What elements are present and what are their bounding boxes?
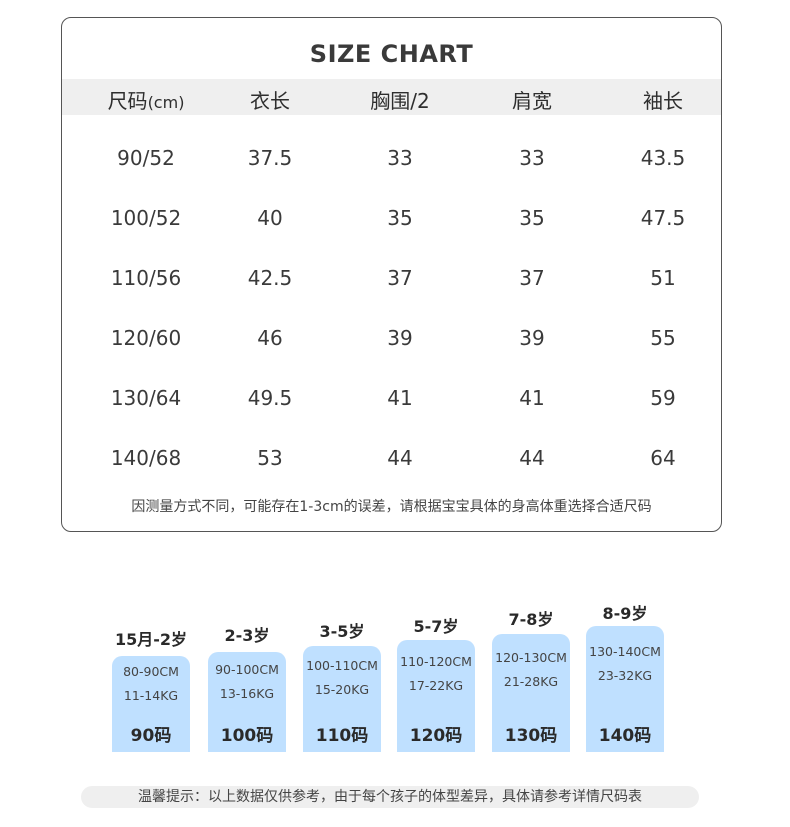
chest-cell: 35 <box>387 206 413 230</box>
table-row: 120/60 46 39 39 55 <box>62 318 721 358</box>
table-row: 130/64 49.5 41 41 59 <box>62 378 721 418</box>
height-range: 100-110CM <box>306 658 378 673</box>
chest-cell: 33 <box>387 146 413 170</box>
length-cell: 53 <box>257 446 283 470</box>
size-cell: 120/60 <box>110 326 182 350</box>
sleeve-cell: 55 <box>650 326 676 350</box>
header-chest: 胸围/2 <box>370 89 430 113</box>
size-code: 110码 <box>315 726 369 746</box>
height-range: 120-130CM <box>495 650 567 665</box>
weight-range: 11-14KG <box>123 688 179 703</box>
table-row: 140/68 53 44 44 64 <box>62 438 721 478</box>
size-chart-card: SIZE CHART 尺码(cm) 衣长 胸围/2 肩宽 袖长 90/52 37… <box>61 17 722 532</box>
weight-range: 17-22KG <box>408 678 464 693</box>
header-sleeve: 袖长 <box>643 89 683 113</box>
size-box: 130-140CM 23-32KG 140码 <box>586 626 664 752</box>
age-label: 3-5岁 <box>319 622 365 641</box>
weight-range: 23-32KG <box>597 668 653 683</box>
shoulder-cell: 39 <box>519 326 545 350</box>
length-cell: 37.5 <box>247 146 293 170</box>
length-cell: 46 <box>257 326 283 350</box>
table-row: 110/56 42.5 37 37 51 <box>62 258 721 298</box>
sleeve-cell: 47.5 <box>640 206 686 230</box>
measurement-note: 因测量方式不同，可能存在1-3cm的误差，请根据宝宝具体的身高体重选择合适尺码 <box>131 499 652 515</box>
length-cell: 40 <box>257 206 283 230</box>
shoulder-cell: 41 <box>519 386 545 410</box>
height-range: 90-100CM <box>215 662 279 677</box>
chest-cell: 39 <box>387 326 413 350</box>
size-box: 90-100CM 13-16KG 100码 <box>208 652 286 752</box>
size-box: 120-130CM 21-28KG 130码 <box>492 634 570 752</box>
warm-tip: 温馨提示：以上数据仅供参考，由于每个孩子的体型差异，具体请参考详情尺码表 <box>81 786 699 808</box>
shoulder-cell: 44 <box>519 446 545 470</box>
header-shoulder: 肩宽 <box>512 89 552 113</box>
size-code: 130码 <box>504 726 558 746</box>
size-cell: 140/68 <box>110 446 182 470</box>
table-row: 90/52 37.5 33 33 43.5 <box>62 138 721 178</box>
size-code: 100码 <box>220 726 274 746</box>
weight-range: 13-16KG <box>219 686 275 701</box>
size-cell: 100/52 <box>110 206 182 230</box>
sleeve-cell: 64 <box>650 446 676 470</box>
size-cell: 110/56 <box>110 266 182 290</box>
size-code: 90码 <box>130 726 172 746</box>
size-cell: 90/52 <box>117 146 175 170</box>
chest-cell: 37 <box>387 266 413 290</box>
header-length: 衣长 <box>250 89 290 113</box>
table-row: 100/52 40 35 35 47.5 <box>62 198 721 238</box>
sleeve-cell: 43.5 <box>640 146 686 170</box>
header-size-unit: (cm) <box>147 93 185 112</box>
size-code: 140码 <box>598 726 652 746</box>
header-size: 尺码(cm) <box>107 89 185 113</box>
chart-title: SIZE CHART <box>309 40 474 68</box>
size-cell: 130/64 <box>110 386 182 410</box>
chest-cell: 44 <box>387 446 413 470</box>
sleeve-cell: 59 <box>650 386 676 410</box>
age-label: 8-9岁 <box>602 604 648 623</box>
size-code: 120码 <box>409 726 463 746</box>
age-label: 2-3岁 <box>224 626 270 645</box>
length-cell: 49.5 <box>247 386 293 410</box>
age-label: 7-8岁 <box>508 610 554 629</box>
height-range: 130-140CM <box>589 644 661 659</box>
length-cell: 42.5 <box>247 266 293 290</box>
size-box: 110-120CM 17-22KG 120码 <box>397 640 475 752</box>
age-label: 5-7岁 <box>413 617 459 636</box>
table-header: 尺码(cm) 衣长 胸围/2 肩宽 袖长 <box>62 79 721 115</box>
shoulder-cell: 33 <box>519 146 545 170</box>
height-range: 110-120CM <box>400 654 472 669</box>
weight-range: 21-28KG <box>503 674 559 689</box>
size-box: 100-110CM 15-20KG 110码 <box>303 646 381 752</box>
weight-range: 15-20KG <box>314 682 370 697</box>
sleeve-cell: 51 <box>650 266 676 290</box>
shoulder-cell: 35 <box>519 206 545 230</box>
shoulder-cell: 37 <box>519 266 545 290</box>
age-label: 15月-2岁 <box>114 630 188 649</box>
height-range: 80-90CM <box>123 664 179 679</box>
chest-cell: 41 <box>387 386 413 410</box>
size-box: 80-90CM 11-14KG 90码 <box>112 656 190 752</box>
